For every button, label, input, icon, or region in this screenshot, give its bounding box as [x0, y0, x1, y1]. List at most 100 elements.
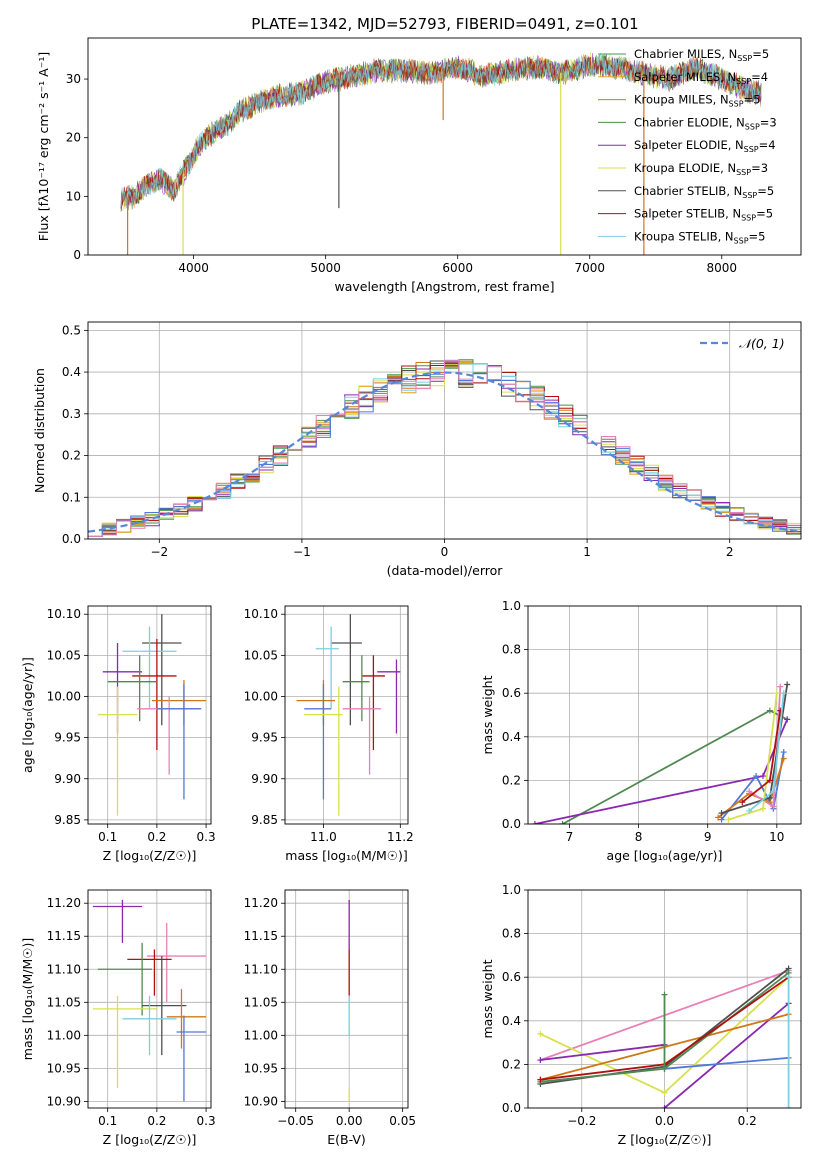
residuals-plot: [88, 359, 801, 537]
x-tick-label: 11.2: [387, 830, 414, 844]
legend-label: Chabrier MILES, NSSP=5: [634, 47, 769, 63]
y-axis-label: Normed distribution: [32, 368, 47, 493]
y-axis-label: mass weight: [480, 959, 495, 1038]
x-tick-label: 0: [441, 545, 449, 559]
age_vs_mass-plot: [296, 614, 401, 816]
weight-marker: [718, 810, 725, 817]
y-axis-label: Flux [fλ10⁻¹⁷ erg cm⁻² s⁻¹ A⁻¹]: [36, 52, 51, 241]
weight-marker: [780, 690, 787, 697]
weight-marker: [531, 821, 538, 824]
mass_vs_ebv-frame: [284, 889, 409, 1109]
weight-marker: [715, 814, 722, 821]
x-axis-label: Z [log₁₀(Z/Z☉)]: [103, 848, 197, 863]
y-tick-label: 11.20: [244, 896, 278, 910]
weight-line: [663, 1002, 790, 1108]
legend-subscript: SSP: [745, 122, 760, 131]
legend-suffix: =5: [749, 229, 766, 243]
weight-marker: [785, 1105, 792, 1108]
x-axis-label: (data-model)/error: [387, 563, 504, 578]
legend-suffix: =5: [756, 207, 773, 221]
legend-label: Kroupa STELIB, NSSP=5: [634, 229, 765, 245]
y-tick-label: 0: [73, 248, 81, 262]
y-tick-label: 9.95: [54, 731, 81, 745]
x-tick-label: 0.2: [147, 1114, 166, 1128]
y-tick-label: 11.15: [244, 929, 278, 943]
weight-marker: [746, 807, 753, 814]
weight-marker: [661, 1089, 668, 1096]
x-tick-label: 0.2: [738, 1114, 757, 1128]
y-tick-label: 11.15: [47, 929, 81, 943]
y-tick-label: 10.90: [244, 1094, 278, 1108]
x-tick-label: 10: [769, 830, 784, 844]
legend-suffix: =3: [760, 115, 777, 129]
weight-marker: [537, 1030, 544, 1037]
x-tick-label: 4000: [178, 261, 209, 275]
weight-marker: [766, 707, 773, 714]
legend-suffix: =5: [757, 184, 774, 198]
x-tick-label: 0.3: [197, 830, 216, 844]
weight-marker: [753, 773, 760, 780]
x-tick-label: 8000: [707, 261, 738, 275]
legend-label: Chabrier STELIB, NSSP=5: [634, 184, 774, 200]
y-tick-label: 30: [66, 72, 81, 86]
x-tick-label: 0.00: [336, 1114, 363, 1128]
y-tick-label: 0.2: [62, 449, 81, 463]
y-tick-label: 0.0: [62, 532, 81, 546]
weight-marker: [739, 799, 746, 806]
x-tick-label: 0.0: [655, 1114, 674, 1128]
y-axis-label: mass [log₁₀(M/M☉)]: [20, 938, 35, 1060]
weight-marker: [777, 683, 784, 690]
y-axis-label: mass weight: [480, 675, 495, 754]
weight-marker: [784, 681, 791, 688]
weight-marker: [661, 991, 668, 998]
weight-marker: [784, 716, 791, 723]
x-tick-label: 0.1: [98, 1114, 117, 1128]
weight-marker: [773, 690, 780, 697]
weight-marker: [770, 803, 777, 810]
y-tick-label: 10.00: [47, 689, 81, 703]
legend-subscript: SSP: [736, 168, 751, 177]
x-tick-label: 0.2: [147, 830, 166, 844]
weight_vs_Z-frame: [527, 889, 802, 1109]
weight-marker: [537, 1076, 544, 1083]
y-tick-label: 11.05: [244, 995, 278, 1009]
y-tick-label: 11.20: [47, 896, 81, 910]
x-tick-label: −1: [293, 545, 311, 559]
spectrum-plot: [120, 51, 762, 255]
legend-suffix: =3: [751, 161, 768, 175]
x-tick-label: 1: [583, 545, 591, 559]
residuals-axes: −2 −1 0 1 2 0.0 0.1 0.2 0.3 0.4 0.5 (data-model)/er…: [32, 322, 801, 578]
legend-label: 𝒩(0, 1): [739, 336, 785, 351]
weight-marker: [780, 755, 787, 762]
y-tick-label: 20: [66, 131, 81, 145]
y-tick-label: 10.05: [47, 648, 81, 662]
x-axis-label: Z [log₁₀(Z/Z☉)]: [618, 1132, 712, 1147]
x-axis-label: mass [log₁₀(M/M☉)]: [285, 848, 407, 863]
weight-marker: [725, 816, 732, 823]
weight-marker: [770, 788, 777, 795]
x-tick-label: −2: [150, 545, 168, 559]
y-tick-label: 10.95: [244, 1061, 278, 1075]
weight-marker: [661, 1065, 668, 1072]
y-tick-label: 10.05: [244, 648, 278, 662]
weight-marker: [766, 777, 773, 784]
legend-subscript: SSP: [741, 214, 756, 223]
x-tick-label: 9: [704, 830, 712, 844]
y-tick-label: 0.5: [62, 323, 81, 337]
y-tick-label: 0.3: [62, 407, 81, 421]
weight-marker: [785, 974, 792, 981]
x-tick-label: 0.3: [197, 1114, 216, 1128]
weight-line: [664, 1057, 789, 1070]
mass_vs_Z-plot: [92, 899, 207, 1102]
x-axis-label: wavelength [Angstrom, rest frame]: [334, 279, 554, 294]
legend-subscript: SSP: [734, 236, 749, 245]
y-tick-label: 0.4: [62, 365, 81, 379]
age_vs_Z-plot: [97, 614, 207, 816]
legend-label: Salpeter ELODIE, NSSP=4: [634, 138, 776, 154]
weight-marker: [759, 773, 766, 780]
age_vs_mass-frame: [284, 605, 409, 825]
y-tick-label: 11.00: [47, 1028, 81, 1042]
y-tick-label: 0.4: [502, 730, 521, 744]
